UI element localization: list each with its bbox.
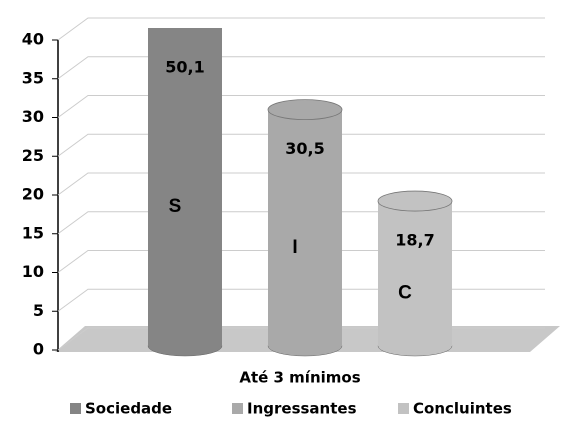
- bar-annotation: I: [292, 237, 297, 258]
- grid-line: [57, 172, 545, 196]
- value-label: 18,7: [395, 231, 434, 250]
- bar-top: [267, 99, 343, 121]
- bars: [147, 28, 453, 357]
- legend-label: Ingressantes: [247, 400, 357, 418]
- legend-swatch: [70, 403, 81, 414]
- y-tick-label: 5: [33, 301, 44, 320]
- y-tick-label: 10: [22, 262, 44, 281]
- y-tick-label: 35: [22, 68, 44, 87]
- value-label: 50,1: [165, 58, 204, 77]
- grid-line: [57, 17, 545, 41]
- bar: [148, 28, 222, 346]
- bar-annotation: C: [398, 283, 412, 304]
- y-tick-label: 30: [22, 107, 44, 126]
- grid-line: [57, 95, 545, 118]
- bar: [268, 109, 342, 346]
- grid-line: [57, 133, 545, 157]
- y-tick-label: 15: [22, 223, 44, 242]
- legend-label: Concluintes: [413, 400, 512, 418]
- y-tick-label: 40: [22, 30, 44, 49]
- bar-annotation: S: [169, 196, 182, 217]
- x-axis-label: Até 3 mínimos: [239, 369, 360, 387]
- y-tick-label: 20: [22, 185, 44, 204]
- bar-top: [377, 190, 453, 212]
- legend-swatch: [232, 403, 243, 414]
- legend-label: Sociedade: [85, 400, 172, 418]
- grid-line: [57, 56, 545, 80]
- legend-swatch: [398, 403, 409, 414]
- y-tick-label: 0: [33, 340, 44, 359]
- y-tick-label: 25: [22, 146, 44, 165]
- value-label: 30,5: [285, 139, 324, 158]
- bar: [378, 201, 452, 346]
